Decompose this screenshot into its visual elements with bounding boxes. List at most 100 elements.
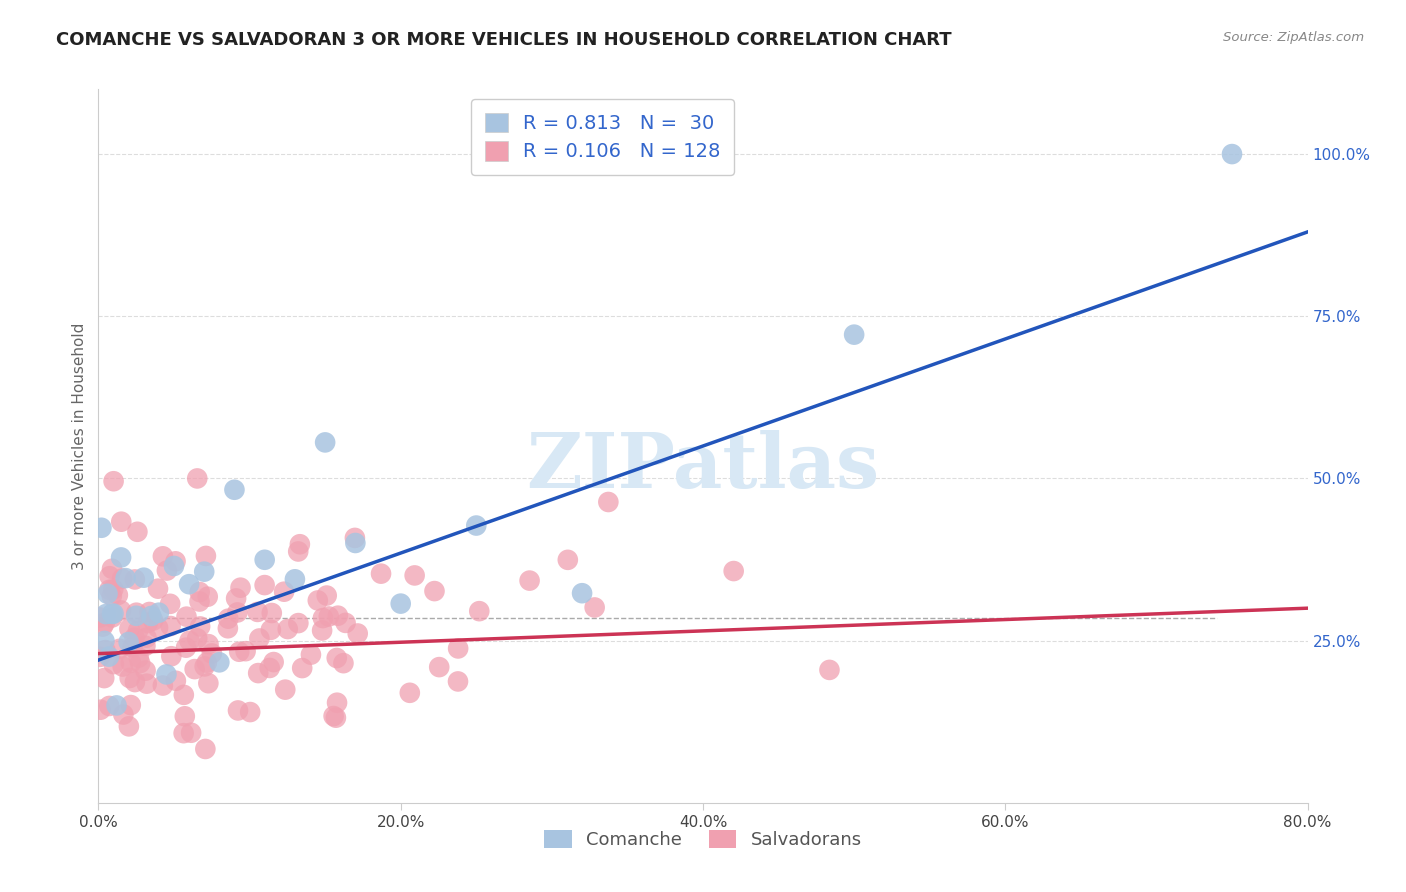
Point (118, 671, 141, 685)
Point (1220, 147, 1243, 161)
Point (91, 619, 114, 633)
Point (253, 578, 276, 592)
Point (90, 703, 112, 717)
Point (138, 605, 160, 619)
Point (195, 656, 218, 670)
Point (312, 611, 335, 625)
Point (188, 585, 211, 599)
Point (235, 644, 257, 658)
Point (287, 616, 309, 631)
Point (120, 656, 142, 670)
Point (335, 615, 357, 630)
Point (188, 594, 211, 608)
Point (146, 621, 169, 635)
Point (103, 475, 125, 489)
Point (110, 515, 132, 529)
Point (173, 688, 195, 702)
Point (194, 742, 217, 756)
Point (465, 518, 488, 533)
Point (163, 558, 186, 573)
Point (343, 531, 366, 545)
Point (844, 327, 866, 342)
Point (94, 643, 117, 657)
Point (127, 524, 149, 539)
Point (101, 589, 124, 603)
Point (325, 711, 347, 725)
Point (246, 605, 269, 619)
Point (141, 609, 163, 624)
Point (129, 656, 152, 670)
Point (94, 607, 117, 621)
Point (263, 655, 285, 669)
Point (447, 674, 470, 689)
Point (125, 606, 148, 620)
Point (107, 588, 129, 602)
Point (208, 656, 231, 670)
Point (247, 666, 270, 681)
Point (186, 471, 208, 485)
Point (225, 591, 247, 606)
Point (818, 663, 841, 677)
Point (159, 597, 181, 611)
Point (332, 656, 354, 670)
Point (326, 608, 349, 623)
Point (101, 610, 124, 624)
Point (135, 664, 157, 678)
Point (571, 586, 593, 600)
Point (108, 641, 131, 656)
Point (239, 705, 262, 719)
Point (135, 631, 157, 645)
Point (226, 606, 249, 620)
Point (194, 549, 217, 563)
Point (110, 550, 132, 565)
Point (173, 709, 195, 723)
Point (197, 590, 219, 604)
Point (188, 619, 211, 633)
Point (179, 633, 201, 648)
Point (101, 562, 124, 576)
Point (468, 604, 491, 618)
Point (284, 572, 307, 586)
Point (125, 608, 148, 623)
Point (447, 641, 470, 656)
Point (176, 609, 198, 624)
Point (229, 581, 252, 595)
Point (318, 609, 340, 624)
Point (111, 659, 134, 673)
Text: ZIPatlas: ZIPatlas (526, 431, 880, 504)
Point (90, 521, 112, 535)
Point (118, 622, 141, 636)
Point (322, 709, 344, 723)
Point (197, 676, 219, 690)
Point (299, 648, 322, 662)
Point (247, 632, 270, 646)
Point (105, 698, 128, 713)
Point (120, 698, 142, 712)
Point (111, 572, 134, 586)
Point (89, 649, 111, 664)
Point (165, 554, 187, 568)
Point (94, 615, 117, 630)
Point (217, 621, 239, 635)
Point (159, 619, 181, 633)
Point (101, 607, 124, 621)
Point (273, 584, 295, 599)
Text: Source: ZipAtlas.com: Source: ZipAtlas.com (1223, 31, 1364, 45)
Point (180, 725, 202, 739)
Point (98, 698, 121, 713)
Point (259, 661, 281, 675)
Point (344, 536, 367, 550)
Point (201, 647, 224, 661)
Point (291, 661, 314, 675)
Point (118, 719, 141, 733)
Point (142, 614, 165, 628)
Point (152, 679, 174, 693)
Point (174, 640, 197, 655)
Point (326, 696, 349, 710)
Point (96, 587, 118, 601)
Point (152, 549, 174, 564)
Y-axis label: 3 or more Vehicles in Household: 3 or more Vehicles in Household (72, 322, 87, 570)
Point (103, 657, 125, 672)
Point (103, 582, 125, 597)
Point (98, 569, 121, 583)
